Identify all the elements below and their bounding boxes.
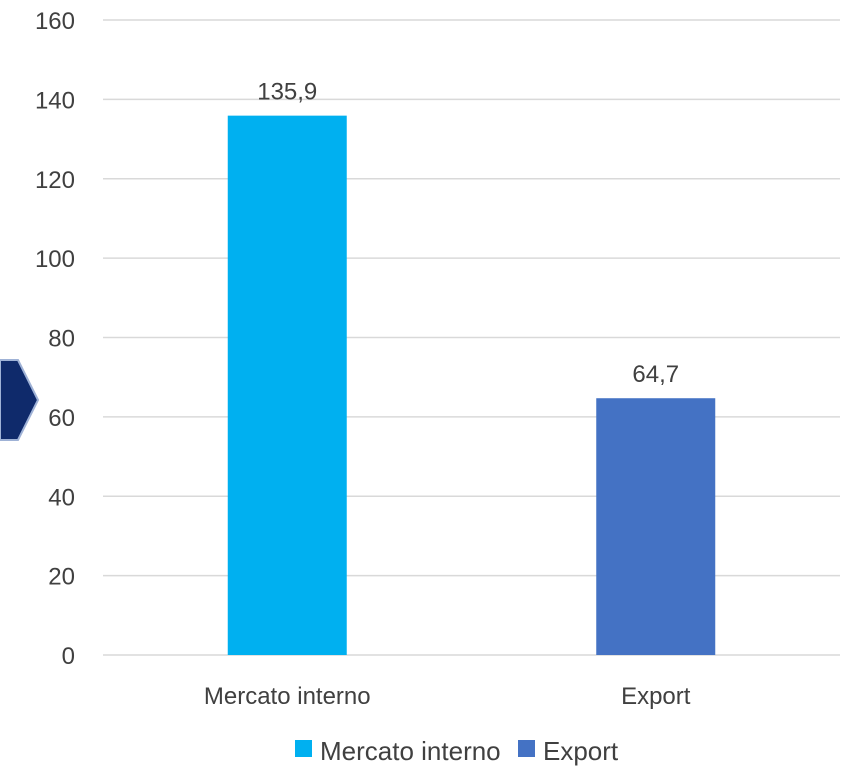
y-tick-label: 160 — [35, 8, 75, 35]
bars — [227, 115, 716, 656]
y-tick-label: 140 — [35, 87, 75, 114]
legend: Mercato interno Export — [295, 736, 619, 766]
y-tick-label: 0 — [62, 643, 75, 670]
x-category-label: Mercato interno — [204, 683, 371, 710]
bar-export — [596, 398, 716, 655]
y-tick-label: 20 — [48, 564, 75, 591]
left-arrow-decoration — [0, 359, 40, 441]
legend-label: Export — [543, 736, 619, 766]
y-tick-label: 120 — [35, 167, 75, 194]
legend-swatch — [518, 740, 535, 757]
y-axis-tick-labels: 0 20 40 60 80 100 120 140 160 — [35, 8, 75, 670]
y-tick-label: 40 — [48, 484, 75, 511]
data-label: 135,9 — [257, 79, 317, 106]
x-category-label: Export — [621, 683, 691, 710]
y-tick-label: 100 — [35, 246, 75, 273]
bar-mercato-interno — [227, 115, 347, 656]
data-labels: 135,9 64,7 — [257, 79, 679, 389]
legend-label: Mercato interno — [320, 736, 501, 766]
y-tick-label: 80 — [48, 326, 75, 353]
x-axis-category-labels: Mercato interno Export — [204, 683, 691, 710]
legend-swatch — [295, 740, 312, 757]
data-label: 64,7 — [632, 361, 679, 388]
y-tick-label: 60 — [48, 405, 75, 432]
gridlines — [103, 19, 840, 656]
